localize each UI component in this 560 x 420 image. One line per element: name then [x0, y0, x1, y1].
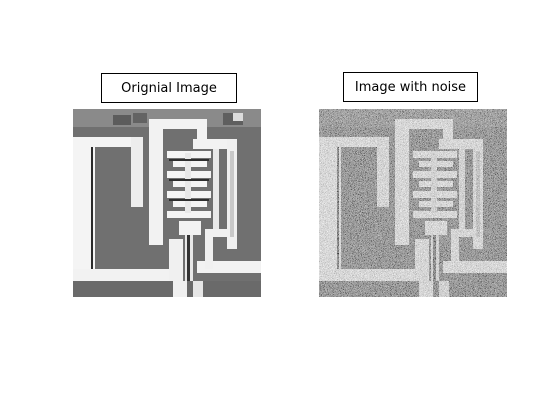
right-image-title: Image with noise: [343, 72, 478, 102]
original-image-panel: [73, 109, 261, 297]
noisy-micrograph-image: [319, 109, 507, 297]
original-micrograph-image: [73, 109, 261, 297]
noisy-image-panel: [319, 109, 507, 297]
left-image-title: Orignial Image: [101, 73, 237, 103]
